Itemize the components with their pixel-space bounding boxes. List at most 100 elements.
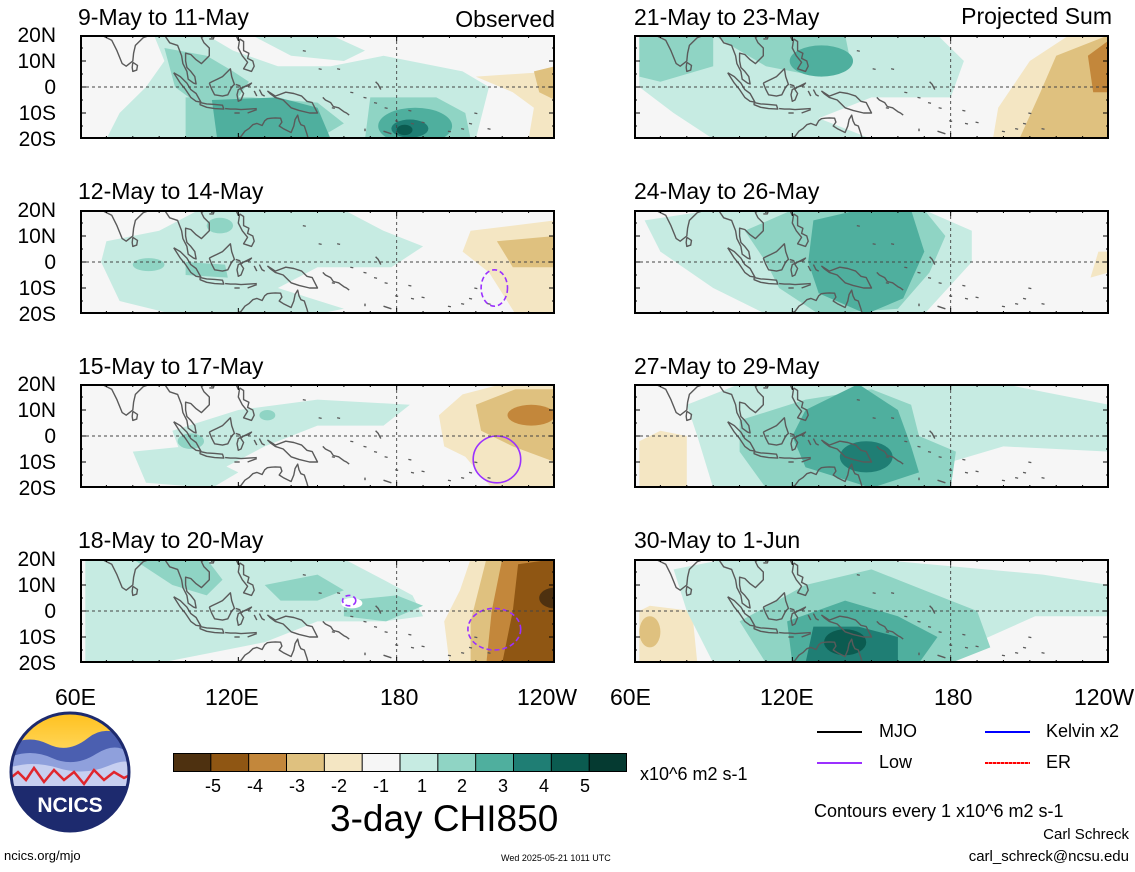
timestamp: Wed 2025-05-21 1011 UTC: [501, 853, 611, 863]
lon-label: 120W: [517, 684, 578, 710]
coastline: [100, 35, 491, 139]
anomaly-region: [1087, 40, 1109, 93]
anomaly-region: [185, 262, 228, 278]
lon-label: 60E: [610, 684, 651, 710]
panel-title-left-4: 18-May to 20-May: [78, 527, 264, 553]
coastline: [654, 35, 1045, 139]
panel-title-right-2: 24-May to 26-May: [634, 178, 820, 204]
panel-title-left-2: 12-May to 14-May: [78, 178, 264, 204]
projected-sum-header: Projected Sum: [961, 3, 1112, 29]
panel-frame: [634, 559, 1109, 663]
anomaly-region: [172, 399, 410, 468]
anomaly-region: [496, 236, 555, 268]
anomaly-region: [839, 441, 893, 473]
colorbar-tick-label: -1: [372, 776, 389, 796]
colorbar-swatch: [286, 753, 325, 772]
legend-swatch-mjo: [817, 731, 862, 733]
lat-label: 20S: [18, 303, 56, 326]
panel-frame: [80, 35, 555, 139]
panel-title-right-4: 30-May to 1-Jun: [634, 527, 801, 553]
low-contour: [467, 607, 522, 651]
map-panel-left-1: [80, 35, 555, 139]
anomaly-region: [132, 446, 239, 488]
map-panel-left-4: [80, 559, 555, 663]
lat-label: 10N: [17, 225, 56, 248]
colorbar-swatch: [475, 753, 514, 772]
author-email[interactable]: carl_schreck@ncsu.edu: [968, 848, 1129, 865]
lat-label: 20S: [18, 128, 56, 151]
legend-swatch-kelvin: [985, 731, 1030, 733]
lon-label: 60E: [55, 684, 96, 710]
colorbar-tick-label: -3: [288, 776, 305, 796]
lat-label: 10S: [18, 626, 56, 649]
lat-label: 10N: [17, 574, 56, 597]
anomaly-region: [259, 410, 276, 421]
colorbar-swatch: [362, 753, 401, 772]
anomaly-region: [1019, 35, 1109, 139]
lat-label: 10S: [18, 277, 56, 300]
colorbar-tick-label: 3: [497, 776, 508, 796]
colorbar-tick-label: 5: [579, 776, 590, 796]
colorbar-swatch: [589, 753, 627, 772]
anomaly-region: [502, 559, 555, 663]
coastline: [100, 210, 491, 314]
lon-label: 180: [934, 684, 973, 710]
figure-title: 3-day CHI850: [330, 798, 559, 839]
panel-frame: [80, 384, 555, 488]
panel-title-right-3: 27-May to 29-May: [634, 353, 820, 379]
colorbar-tick-label: -5: [204, 776, 221, 796]
colorbar-tick-label: -4: [246, 776, 263, 796]
colorbar-frame: [173, 753, 627, 772]
lat-label: 20N: [17, 24, 56, 47]
observed-header: Observed: [455, 6, 555, 32]
anomaly-region: [206, 217, 234, 234]
site-link[interactable]: ncics.org/mjo: [4, 848, 81, 863]
anomaly-region: [343, 595, 424, 622]
low-contour: [341, 594, 357, 607]
colorbar-tick-label: -2: [330, 776, 347, 796]
lat-label: 0: [44, 425, 56, 448]
anomaly-region: [639, 35, 714, 82]
lat-label: 20S: [18, 477, 56, 500]
panel-frame: [634, 210, 1109, 314]
coastline: [654, 210, 1045, 314]
low-contour: [480, 268, 509, 308]
anomaly-region: [132, 258, 165, 272]
lat-label: 0: [44, 76, 56, 99]
ncics-logo: NCICS: [9, 711, 131, 833]
colorbar-swatch: [324, 753, 363, 772]
lat-label: 0: [44, 251, 56, 274]
anomaly-region: [1090, 251, 1109, 278]
anomaly-region: [507, 404, 555, 426]
colorbar-swatch: [513, 753, 552, 772]
panel-frame: [80, 559, 555, 663]
panel-title-left-1: 9-May to 11-May: [78, 4, 249, 30]
colorbar-swatch: [248, 753, 287, 772]
panel-frame: [634, 35, 1109, 139]
anomaly-region: [251, 35, 365, 61]
anomaly-region: [533, 66, 555, 100]
anomaly-region: [475, 71, 555, 139]
colorbar-swatch: [400, 753, 439, 772]
lat-label: 0: [44, 600, 56, 623]
lat-label: 10S: [18, 102, 56, 125]
map-panel-right-1: [634, 35, 1109, 139]
lat-label: 20N: [17, 199, 56, 222]
legend-label-er: ER: [1046, 752, 1072, 772]
anomaly-region: [639, 616, 661, 648]
legend-swatch-er: [985, 762, 1030, 764]
map-panel-right-3: [634, 384, 1109, 488]
lat-label: 20S: [18, 652, 56, 675]
colorbar-tick-label: 2: [456, 776, 467, 796]
anomaly-region: [396, 124, 413, 136]
anomaly-region: [639, 430, 687, 488]
colorbar-tick-label: 1: [416, 776, 427, 796]
lon-label: 120W: [1074, 686, 1135, 709]
lat-label: 10N: [17, 50, 56, 73]
panel-title-right-1: 21-May to 23-May: [634, 4, 820, 30]
logo-text: NCICS: [37, 794, 102, 817]
lat-label: 20N: [17, 373, 56, 396]
lat-label: 10N: [17, 399, 56, 422]
anomaly-region: [264, 574, 344, 601]
coastline: [654, 559, 1045, 663]
